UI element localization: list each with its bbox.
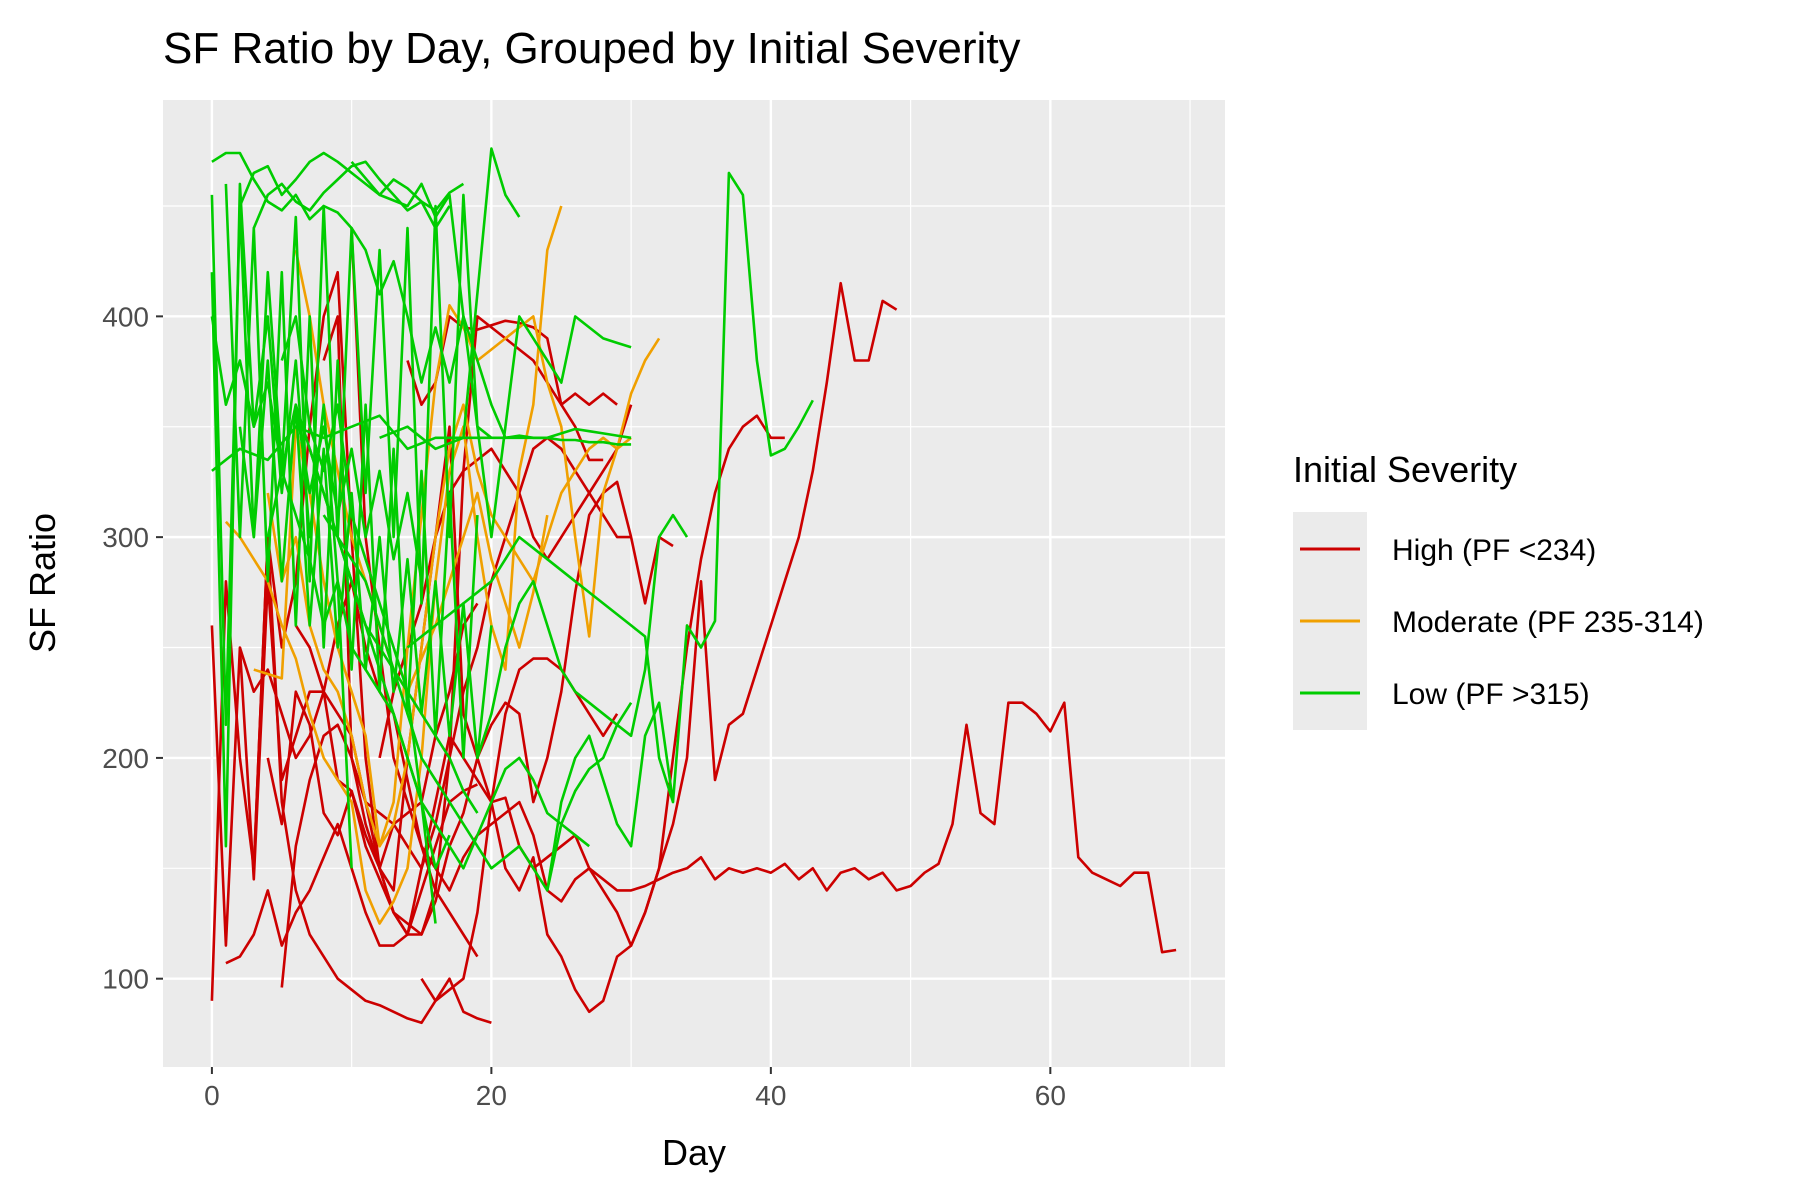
y-axis: 100 200 300 400: [102, 301, 163, 995]
series-line-moderate: [294, 249, 549, 694]
series-line-low: [379, 425, 632, 451]
series-line-low: [238, 151, 465, 212]
series-line-low: [406, 535, 675, 803]
series-line-high: [252, 270, 618, 936]
series-line-low: [211, 151, 632, 446]
y-tick-label: 200: [102, 743, 149, 774]
plot-panel: [163, 100, 1225, 1067]
series-line-low: [252, 160, 451, 230]
x-axis-title: Day: [662, 1132, 726, 1173]
legend-title: Initial Severity: [1293, 449, 1517, 490]
series-line-low: [308, 448, 591, 870]
y-tick-label: 100: [102, 964, 149, 995]
x-tick-label: 20: [476, 1080, 507, 1111]
series-line-low: [476, 513, 689, 759]
grid-minor: [163, 100, 1225, 1067]
series-line-moderate: [266, 403, 632, 848]
series-line-low: [350, 160, 632, 539]
x-tick-label: 0: [204, 1080, 220, 1111]
series-line-low: [210, 193, 493, 727]
series-lines: [210, 147, 1177, 1025]
legend-label: High (PF <234): [1392, 534, 1596, 567]
series-line-high: [420, 657, 619, 1003]
series-line-low: [280, 315, 437, 924]
y-tick-label: 400: [102, 301, 149, 332]
series-line-high: [266, 480, 674, 936]
series-line-low: [238, 359, 493, 760]
chart-title: SF Ratio by Day, Grouped by Initial Seve…: [163, 24, 1021, 73]
x-axis: 0 20 40 60: [204, 1067, 1066, 1111]
legend: Initial Severity High (PF <234) Moderate …: [1293, 449, 1704, 730]
series-line-low: [211, 147, 521, 472]
legend-label: Low (PF >315): [1392, 678, 1590, 711]
x-tick-label: 60: [1035, 1080, 1066, 1111]
series-line-low: [546, 171, 814, 891]
x-tick-label: 40: [755, 1080, 786, 1111]
legend-entries: High (PF <234) Moderate (PF 235-314) Low (…: [1300, 534, 1704, 711]
y-tick-label: 300: [102, 522, 149, 553]
series-line-low: [322, 514, 633, 892]
series-line-moderate: [224, 205, 563, 925]
y-axis-title: SF Ratio: [22, 513, 63, 653]
series-line-low: [210, 316, 423, 582]
legend-label: Moderate (PF 235-314): [1392, 606, 1704, 639]
series-line-high: [210, 579, 479, 947]
